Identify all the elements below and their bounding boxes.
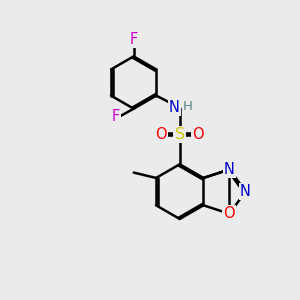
- Text: F: F: [112, 109, 120, 124]
- Text: N: N: [224, 162, 235, 177]
- Text: H: H: [183, 100, 193, 113]
- Text: N: N: [240, 184, 251, 199]
- Text: O: O: [192, 127, 204, 142]
- Text: N: N: [169, 100, 180, 115]
- Text: F: F: [130, 32, 138, 46]
- Text: O: O: [224, 206, 235, 221]
- Text: O: O: [155, 127, 167, 142]
- Text: S: S: [175, 127, 185, 142]
